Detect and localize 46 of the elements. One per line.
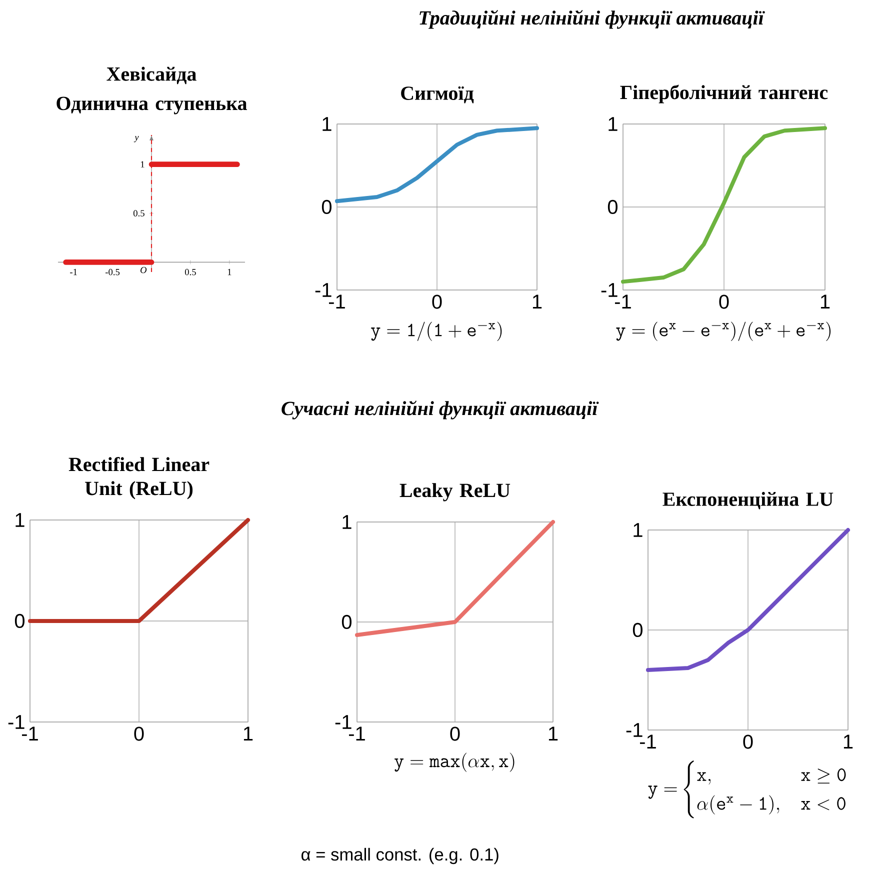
chart-title: Гіперболічний тангенс bbox=[620, 84, 828, 104]
y-tick-label: 0 bbox=[608, 200, 618, 214]
x-tick-label: 0 bbox=[432, 294, 442, 309]
chart-title: Rectified Linear Unit (ReLU) bbox=[68, 456, 210, 500]
x-tick-label: 0 bbox=[450, 726, 460, 741]
line-series bbox=[335, 126, 540, 204]
y-tick-label: -1 bbox=[335, 715, 352, 729]
y-tick-label: 0 bbox=[632, 622, 642, 638]
chart-title: Leaky ReLU bbox=[400, 483, 510, 502]
y-tick-label: -1 bbox=[601, 283, 618, 297]
x-tick-label: -0.5 bbox=[106, 268, 120, 276]
x-axis-title: $\mathtt{y=(e^{x}-e^{-x})/(e^{x}+e^{-x})}$ bbox=[616, 322, 831, 341]
x-axis-title: $\mathtt{y=1/(1+e^{-x})}$ bbox=[370, 322, 502, 341]
chart-subtitle: Одинична ступенька bbox=[56, 96, 247, 114]
y-tick-label: 0 bbox=[342, 614, 352, 630]
y-tick-label: 0 bbox=[322, 200, 332, 214]
text: Сучасні нелінійні функції активації bbox=[282, 400, 599, 420]
chart-title: Хевісайда bbox=[106, 66, 196, 84]
x-tick-label: 1 bbox=[244, 726, 253, 740]
x-tick-label: -1 bbox=[70, 268, 77, 276]
line-series bbox=[646, 528, 850, 672]
y-axis-title: y bbox=[134, 136, 139, 142]
text: Традиційні нелінійні функції активації bbox=[420, 10, 765, 29]
chart-title: Експоненційна LU bbox=[662, 492, 834, 510]
annotation: O bbox=[140, 266, 147, 274]
chart-title: Сигмоїд bbox=[401, 86, 474, 104]
y-tick-label: 1 bbox=[16, 513, 24, 527]
x-tick-label: 1 bbox=[228, 268, 232, 276]
x-tick-label: 1 bbox=[532, 294, 542, 308]
x-tick-label: 1 bbox=[548, 726, 558, 740]
y-tick-label: -1 bbox=[8, 715, 24, 729]
y-tick-label: -1 bbox=[315, 283, 332, 297]
x-tick-label: 0.5 bbox=[184, 268, 196, 276]
y-tick-label: 0 bbox=[14, 614, 24, 628]
x-tick-label: 1 bbox=[844, 734, 853, 748]
x-axis-title: $\mathtt{y=max(\alpha x,x)}$ bbox=[394, 752, 514, 772]
text: α = small const. (e.g. 0.1) bbox=[302, 848, 498, 864]
x-tick-label: 1 bbox=[820, 294, 830, 308]
line-series bbox=[621, 126, 828, 284]
y-tick-label: 1 bbox=[608, 117, 618, 131]
y-tick-label: 1 bbox=[342, 515, 352, 529]
y-tick-label: 1 bbox=[634, 523, 642, 537]
x-axis-title: $\mathtt{y=}\begin{cases}\mathtt{x,} & \mathtt{x\geq 0}\\ \mathtt{\alpha(e^{x}-1),} & \mathtt{x<0}\end{cases}$ bbox=[648, 760, 846, 818]
x-tick-label: 0 bbox=[719, 294, 729, 309]
x-tick-label: 0 bbox=[743, 734, 753, 749]
y-tick-label: 1 bbox=[322, 117, 332, 131]
